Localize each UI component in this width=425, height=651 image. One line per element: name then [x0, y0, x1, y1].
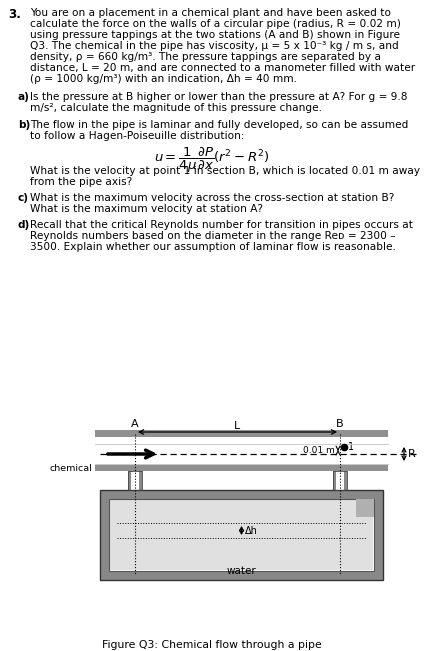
Text: water: water [227, 566, 256, 576]
Text: to follow a Hagen-Poiseuille distribution:: to follow a Hagen-Poiseuille distributio… [30, 131, 244, 141]
Text: Δh: Δh [244, 525, 258, 536]
Text: The flow in the pipe is laminar and fully developed, so can be assumed: The flow in the pipe is laminar and full… [30, 120, 408, 130]
Text: density, ρ = 660 kg/m³. The pressure tappings are separated by a: density, ρ = 660 kg/m³. The pressure tap… [30, 52, 381, 62]
Text: 3500. Explain whether our assumption of laminar flow is reasonable.: 3500. Explain whether our assumption of … [30, 242, 396, 252]
Text: d): d) [18, 220, 30, 230]
Text: Is the pressure at B higher or lower than the pressure at A? For g = 9.8: Is the pressure at B higher or lower tha… [30, 92, 408, 102]
Bar [109, 499, 374, 571]
Text: c): c) [18, 193, 29, 203]
Text: B: B [336, 419, 344, 429]
Text: 1: 1 [348, 442, 354, 452]
Bar [336, 471, 344, 490]
Bar [100, 490, 383, 580]
Bar [128, 471, 142, 490]
Bar [95, 430, 388, 437]
Text: What is the maximum velocity at station A?: What is the maximum velocity at station … [30, 204, 263, 214]
Text: distance, L = 20 m, and are connected to a manometer filled with water: distance, L = 20 m, and are connected to… [30, 63, 415, 73]
Text: Reynolds numbers based on the diameter in the range Reᴅ = 2300 –: Reynolds numbers based on the diameter i… [30, 231, 396, 241]
Text: from the pipe axis?: from the pipe axis? [30, 177, 132, 187]
Text: using pressure tappings at the two stations (A and B) shown in Figure: using pressure tappings at the two stati… [30, 30, 400, 40]
Bar [333, 471, 347, 490]
Text: $u = \dfrac{1}{4\mu}\dfrac{\partial P}{\partial x}(r^2 - R^2)$: $u = \dfrac{1}{4\mu}\dfrac{\partial P}{\… [154, 146, 270, 175]
Text: R: R [408, 449, 416, 459]
Text: L: L [234, 421, 241, 431]
Text: Q3. The chemical in the pipe has viscosity, μ = 5 x 10⁻³ kg / m s, and: Q3. The chemical in the pipe has viscosi… [30, 41, 399, 51]
Text: 0.01 m: 0.01 m [303, 446, 335, 455]
Bar [100, 490, 383, 580]
Bar [110, 500, 373, 570]
Bar [128, 471, 142, 490]
Text: What is the velocity at point 1 in section B, which is located 0.01 m away: What is the velocity at point 1 in secti… [30, 166, 420, 176]
Text: chemical: chemical [49, 464, 92, 473]
Text: Figure Q3: Chemical flow through a pipe: Figure Q3: Chemical flow through a pipe [102, 640, 322, 650]
Text: a): a) [18, 92, 30, 102]
Text: A: A [131, 419, 139, 429]
Bar [356, 499, 374, 517]
Text: b): b) [18, 120, 30, 130]
Text: 3.: 3. [8, 8, 21, 21]
Text: (ρ = 1000 kg/m³) with an indication, Δh = 40 mm.: (ρ = 1000 kg/m³) with an indication, Δh … [30, 74, 297, 84]
Text: calculate the force on the walls of a circular pipe (radius, R = 0.02 m): calculate the force on the walls of a ci… [30, 19, 401, 29]
Bar [131, 471, 139, 490]
Bar [109, 499, 374, 571]
Text: What is the maximum velocity across the cross-section at station B?: What is the maximum velocity across the … [30, 193, 394, 203]
Text: m/s², calculate the magnitude of this pressure change.: m/s², calculate the magnitude of this pr… [30, 103, 322, 113]
Text: Recall that the critical Reynolds number for transition in pipes occurs at: Recall that the critical Reynolds number… [30, 220, 413, 230]
Bar [95, 464, 388, 471]
Text: You are on a placement in a chemical plant and have been asked to: You are on a placement in a chemical pla… [30, 8, 391, 18]
Bar [333, 471, 347, 490]
